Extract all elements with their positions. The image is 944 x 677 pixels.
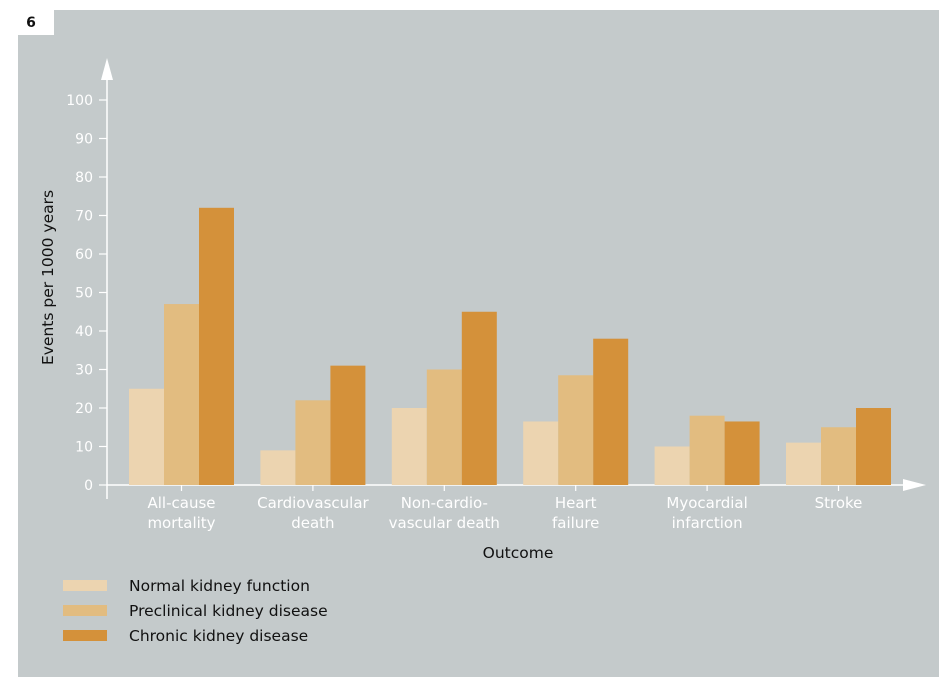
legend-label: Preclinical kidney disease [129, 602, 328, 620]
bars [129, 207, 891, 486]
bar [295, 400, 331, 485]
bar [260, 450, 296, 485]
bar [391, 408, 427, 485]
legend: Normal kidney function Preclinical kidney… [63, 577, 328, 645]
y-axis-arrow [101, 58, 113, 80]
bar [654, 446, 690, 485]
y-axis-title: Events per 1000 years [39, 190, 57, 365]
bar [724, 421, 760, 485]
bar [199, 207, 234, 486]
x-axis-arrow [903, 479, 926, 491]
axes: 0 10 20 30 40 50 60 70 80 90 100 [66, 58, 926, 499]
chart-panel: 0 10 20 30 40 50 60 70 80 90 100 Events per 1000 y… [18, 10, 939, 677]
x-category-label: Non-cardio-vascular death [389, 494, 500, 532]
bar [558, 375, 594, 485]
x-category-label: Cardiovascular death [257, 494, 369, 532]
legend-swatch [63, 580, 107, 591]
y-tick-label: 50 [75, 286, 93, 302]
y-tick-label: 60 [75, 247, 93, 263]
bar [593, 338, 629, 485]
legend-label: Chronic kidney disease [129, 627, 308, 645]
bar [330, 365, 366, 485]
bar [164, 304, 199, 485]
y-tick-label: 100 [66, 93, 93, 109]
bar [821, 427, 856, 485]
figure-number: 6 [18, 10, 54, 35]
bar [461, 311, 497, 485]
x-category-label: Myocardial infarction [666, 494, 747, 532]
y-tick-label: 40 [75, 324, 93, 340]
bar [856, 408, 891, 485]
y-tick-label: 80 [75, 170, 93, 186]
bar [523, 421, 559, 485]
bar [689, 415, 725, 485]
x-axis-title: Outcome [483, 544, 554, 562]
legend-swatch [63, 630, 107, 641]
bar [426, 369, 462, 485]
bar [129, 388, 164, 485]
y-tick-label: 70 [75, 209, 93, 225]
x-category-label: Heart failure [552, 494, 599, 532]
legend-label: Normal kidney function [129, 577, 310, 595]
y-tick-label: 10 [75, 440, 93, 456]
x-category-label: All-cause mortality [147, 494, 215, 532]
bar [786, 442, 821, 485]
y-tick-label: 20 [75, 401, 93, 417]
y-tick-label: 90 [75, 132, 93, 148]
bar-chart: 0 10 20 30 40 50 60 70 80 90 100 Events per 1000 y… [39, 58, 926, 645]
x-category-label: Stroke [815, 494, 863, 512]
y-tick-label: 30 [75, 363, 93, 379]
labels: Events per 1000 years Outcome All-cause m… [39, 190, 862, 562]
legend-swatch [63, 605, 107, 616]
y-tick-label: 0 [84, 478, 93, 494]
